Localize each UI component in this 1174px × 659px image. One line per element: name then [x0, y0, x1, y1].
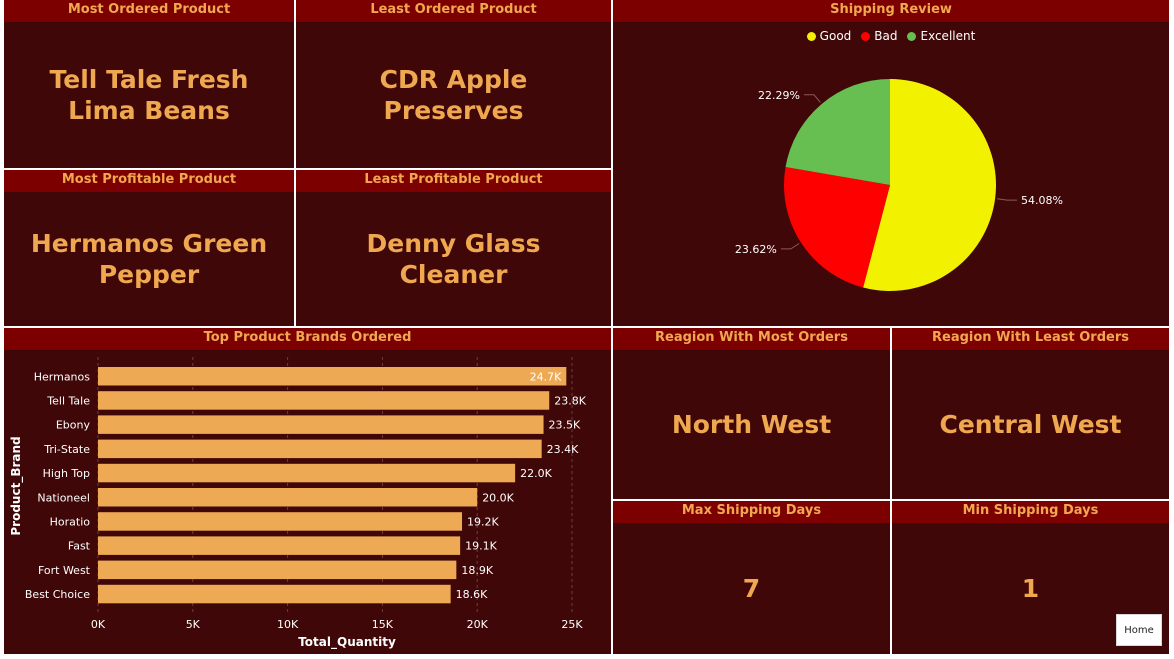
pie-leader-bad: [780, 243, 800, 250]
shipping-review-panel: Shipping Review Good Bad Excellent 54.08…: [613, 0, 1169, 326]
region-least-card: Reagion With Least Orders Central West: [892, 328, 1169, 499]
top-brands-panel: Top Product Brands Ordered Hermanos Tell …: [4, 328, 611, 654]
bar-fast[interactable]: [98, 536, 461, 555]
bar-value-label: 23.5K: [549, 419, 581, 432]
shipping-review-title: Shipping Review: [613, 0, 1169, 22]
category-label: Hermanos: [34, 370, 91, 383]
x-tick-label: 0K: [91, 618, 106, 631]
pie-legend: Good Bad Excellent: [613, 29, 1169, 43]
category-label: High Top: [43, 467, 90, 480]
category-label: Fast: [68, 540, 91, 553]
least-profitable-title: Least Profitable Product: [296, 170, 611, 192]
bar-nationeel[interactable]: [98, 488, 478, 507]
bar-value-label: 20.0K: [482, 491, 514, 504]
x-tick-label: 25K: [561, 618, 583, 631]
bar-value-label: 18.6K: [456, 588, 488, 601]
bar-ebony[interactable]: [98, 415, 544, 434]
category-label: Tell Tale: [46, 394, 90, 407]
x-tick-label: 10K: [277, 618, 299, 631]
least-profitable-card: Least Profitable Product Denny Glass Cle…: [296, 170, 611, 326]
min-shipping-title: Min Shipping Days: [892, 501, 1169, 523]
category-label: Horatio: [50, 515, 91, 528]
most-profitable-title: Most Profitable Product: [4, 170, 294, 192]
max-shipping-title: Max Shipping Days: [613, 501, 890, 523]
most-ordered-value: Tell Tale Fresh Lima Beans: [49, 65, 249, 125]
bar-value-label: 22.0K: [520, 467, 552, 480]
y-axis-title: Product_Brand: [9, 436, 24, 535]
category-label: Best Choice: [25, 588, 90, 601]
legend-label-bad: Bad: [874, 29, 898, 43]
legend-swatch-excellent: [907, 31, 917, 41]
category-label: Tri-State: [43, 443, 90, 456]
category-label: Ebony: [56, 419, 91, 432]
bar-value-label: 23.8K: [554, 394, 586, 407]
legend-label-good: Good: [819, 29, 852, 43]
bar-value-label: 24.7K: [530, 370, 562, 383]
max-shipping-card: Max Shipping Days 7: [613, 501, 890, 654]
bar-hermanos[interactable]: [98, 367, 567, 386]
bar-tell-tale[interactable]: [98, 391, 550, 410]
legend-label-excellent: Excellent: [920, 29, 976, 43]
region-least-value: Central West: [939, 410, 1122, 439]
region-least-title: Reagion With Least Orders: [892, 328, 1169, 350]
least-ordered-card: Least Ordered Product CDR Apple Preserve…: [296, 0, 611, 168]
pie-slice-good[interactable]: [863, 79, 996, 291]
pie-slice-bad[interactable]: [783, 167, 890, 288]
pie-leader-good: [997, 198, 1017, 201]
x-tick-label: 20K: [467, 618, 489, 631]
bar-fort-west[interactable]: [98, 560, 457, 580]
top-brands-title: Top Product Brands Ordered: [4, 328, 611, 350]
bar-value-label: 19.2K: [467, 515, 499, 528]
least-ordered-title: Least Ordered Product: [296, 0, 611, 22]
top-brands-bar-chart[interactable]: Hermanos Tell Tale Ebony Tri-State High Top N…: [4, 328, 611, 654]
legend-swatch-good: [806, 31, 816, 41]
home-button[interactable]: Home: [1116, 614, 1162, 646]
bar-best-choice[interactable]: [98, 584, 451, 604]
x-tick-label: 15K: [372, 618, 394, 631]
min-shipping-card: Min Shipping Days 1: [892, 501, 1169, 654]
legend-swatch-bad: [861, 31, 871, 41]
pie-label-good: 54.08%: [1021, 194, 1063, 207]
max-shipping-value: 7: [742, 574, 761, 603]
x-axis-title: Total_Quantity: [298, 635, 396, 650]
legend-item-bad[interactable]: Bad: [861, 29, 897, 43]
pie-slice-excellent[interactable]: [785, 79, 890, 185]
bar-high-top[interactable]: [98, 463, 516, 483]
most-ordered-card: Most Ordered Product Tell Tale Fresh Lim…: [4, 0, 294, 168]
shipping-review-pie[interactable]: 54.08% 23.62% 22.29%: [613, 0, 1169, 326]
least-profitable-value: Denny Glass Cleaner: [366, 229, 541, 289]
legend-item-good[interactable]: Good: [806, 29, 852, 43]
bar-tri-state[interactable]: [98, 439, 542, 459]
category-label: Fort West: [38, 564, 91, 577]
region-most-value: North West: [671, 410, 832, 439]
pie-label-bad: 23.62%: [735, 243, 777, 256]
category-label: Nationeel: [37, 491, 90, 504]
region-most-card: Reagion With Most Orders North West: [613, 328, 890, 499]
min-shipping-value: 1: [1021, 574, 1040, 603]
bar-value-label: 19.1K: [465, 540, 497, 553]
least-ordered-value: CDR Apple Preserves: [379, 65, 528, 125]
bar-value-label: 18.9K: [461, 564, 493, 577]
x-tick-label: 5K: [186, 618, 201, 631]
region-most-title: Reagion With Most Orders: [613, 328, 890, 350]
most-ordered-title: Most Ordered Product: [4, 0, 294, 22]
bar-value-label: 23.4K: [547, 443, 579, 456]
legend-item-excellent[interactable]: Excellent: [907, 29, 975, 43]
most-profitable-card: Most Profitable Product Hermanos Green P…: [4, 170, 294, 326]
pie-leader-excellent: [804, 94, 821, 103]
most-profitable-value: Hermanos Green Pepper: [30, 229, 268, 289]
bar-horatio[interactable]: [98, 512, 463, 531]
pie-label-excellent: 22.29%: [758, 89, 800, 102]
